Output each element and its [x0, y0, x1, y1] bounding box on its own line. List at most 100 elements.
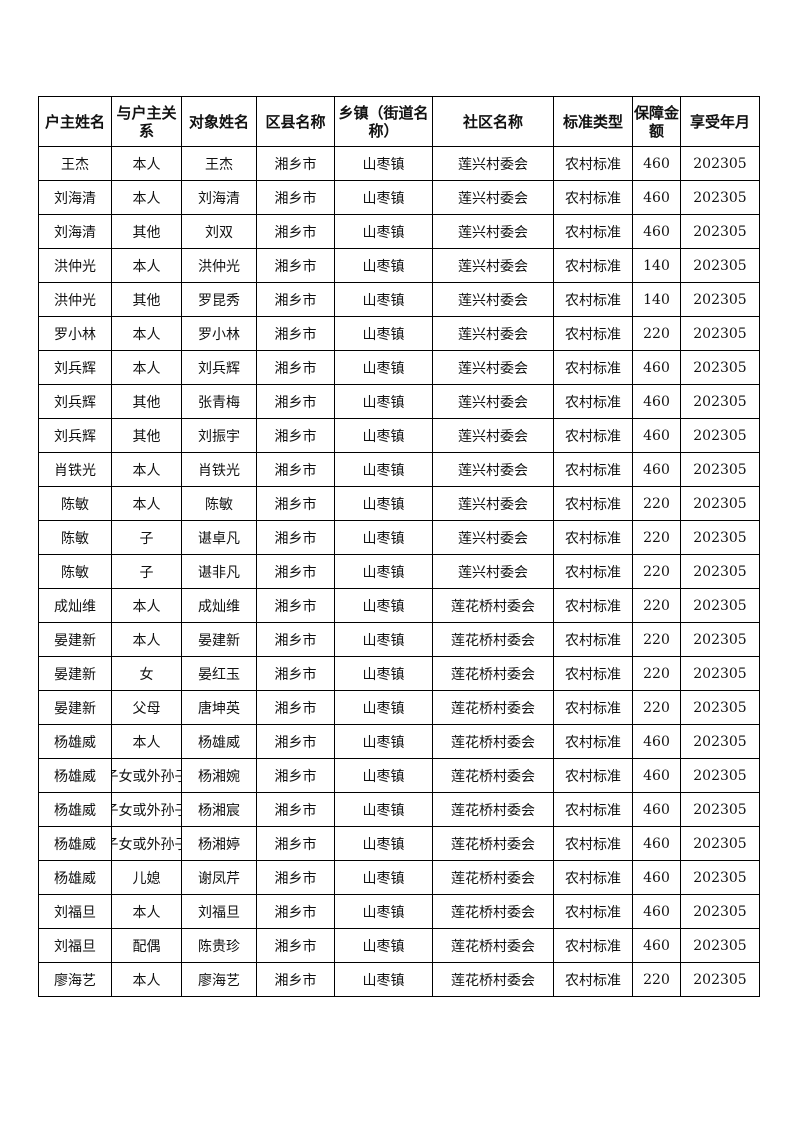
table-cell: 王杰 — [181, 146, 257, 181]
table-cell: 莲花桥村委会 — [432, 860, 554, 895]
table-row: 晏建新 本人 晏建新 湘乡市 山枣镇 莲花桥村委会 农村标准 220 202305 — [38, 622, 760, 657]
cell-text: 202305 — [693, 257, 747, 274]
cell-text: 廖海艺 — [198, 972, 240, 989]
table-cell: 山枣镇 — [334, 452, 433, 487]
cell-text: 农村标准 — [565, 598, 621, 615]
table-cell: 202305 — [680, 860, 760, 895]
table-cell: 其他 — [111, 418, 182, 453]
table-cell: 460 — [632, 384, 681, 419]
cell-text: 460 — [643, 869, 670, 886]
cell-text: 202305 — [693, 155, 747, 172]
table-cell: 莲花桥村委会 — [432, 690, 554, 725]
table-cell: 202305 — [680, 282, 760, 317]
table-cell: 莲花桥村委会 — [432, 928, 554, 963]
table-cell: 杨雄威 — [38, 758, 112, 793]
table-row: 成灿维 本人 成灿维 湘乡市 山枣镇 莲花桥村委会 农村标准 220 202305 — [38, 588, 760, 623]
table-cell: 湘乡市 — [256, 826, 335, 861]
table-cell: 460 — [632, 928, 681, 963]
cell-text: 莲花桥村委会 — [451, 598, 535, 615]
cell-text: 山枣镇 — [362, 734, 405, 751]
table-cell: 农村标准 — [553, 248, 633, 283]
table-cell: 孙子女或外孙子女 — [111, 758, 182, 793]
cell-text: 其他 — [132, 224, 161, 241]
table-cell: 刘兵辉 — [38, 418, 112, 453]
cell-text: 农村标准 — [565, 394, 621, 411]
cell-text: 成灿维 — [198, 598, 240, 615]
cell-text: 140 — [643, 257, 670, 274]
table-cell: 晏建新 — [38, 622, 112, 657]
table-cell: 湘乡市 — [256, 180, 335, 215]
cell-text: 莲花桥村委会 — [451, 734, 535, 751]
cell-text: 农村标准 — [565, 972, 621, 989]
cell-text: 202305 — [693, 393, 747, 410]
table-cell: 湘乡市 — [256, 520, 335, 555]
cell-text: 莲兴村委会 — [458, 530, 528, 547]
table-cell: 廖海艺 — [181, 962, 257, 997]
cell-text: 202305 — [693, 529, 747, 546]
table-cell: 刘福旦 — [38, 894, 112, 929]
table-cell: 202305 — [680, 554, 760, 589]
table-cell: 202305 — [680, 418, 760, 453]
table-cell: 山枣镇 — [334, 656, 433, 691]
table-cell: 张青梅 — [181, 384, 257, 419]
table-row: 肖铁光 本人 肖铁光 湘乡市 山枣镇 莲兴村委会 农村标准 460 202305 — [38, 452, 760, 487]
table-cell: 农村标准 — [553, 826, 633, 861]
cell-text: 农村标准 — [565, 224, 621, 241]
table-cell: 460 — [632, 792, 681, 827]
table-cell: 农村标准 — [553, 792, 633, 827]
table-cell: 杨雄威 — [38, 724, 112, 759]
cell-text: 陈敏 — [205, 496, 233, 513]
table-cell: 莲兴村委会 — [432, 384, 554, 419]
table-cell: 湘乡市 — [256, 588, 335, 623]
cell-text: 刘兵辉 — [54, 394, 96, 411]
table-cell: 廖海艺 — [38, 962, 112, 997]
table-cell: 罗昆秀 — [181, 282, 257, 317]
cell-text: 山枣镇 — [362, 836, 405, 853]
table-cell: 其他 — [111, 214, 182, 249]
cell-text: 220 — [643, 699, 670, 716]
cell-text: 湘乡市 — [274, 156, 317, 173]
table-cell: 湘乡市 — [256, 350, 335, 385]
column-header: 享受年月 — [680, 96, 760, 147]
cell-text: 孙子女或外孙子女 — [113, 802, 181, 819]
cell-text: 202305 — [693, 767, 747, 784]
cell-text: 220 — [643, 665, 670, 682]
cell-text: 202305 — [693, 359, 747, 376]
cell-text: 陈敏 — [61, 496, 89, 513]
cell-text: 刘海清 — [54, 224, 96, 241]
table-cell: 本人 — [111, 452, 182, 487]
table-cell: 子 — [111, 520, 182, 555]
cell-text: 202305 — [693, 325, 747, 342]
cell-text: 唐坤英 — [198, 700, 240, 717]
cell-text: 湘乡市 — [274, 666, 317, 683]
table-cell: 140 — [632, 248, 681, 283]
cell-text: 山枣镇 — [362, 190, 405, 207]
table-cell: 202305 — [680, 146, 760, 181]
cell-text: 莲兴村委会 — [458, 190, 528, 207]
cell-text: 220 — [643, 631, 670, 648]
cell-text: 晏红玉 — [198, 666, 240, 683]
table-cell: 刘海清 — [181, 180, 257, 215]
cell-text: 本人 — [132, 734, 161, 751]
cell-text: 莲兴村委会 — [458, 258, 528, 275]
cell-text: 湘乡市 — [274, 292, 317, 309]
table-cell: 农村标准 — [553, 316, 633, 351]
table-cell: 莲花桥村委会 — [432, 792, 554, 827]
table-cell: 202305 — [680, 792, 760, 827]
table-cell: 220 — [632, 554, 681, 589]
cell-text: 460 — [643, 393, 670, 410]
table-cell: 本人 — [111, 316, 182, 351]
table-cell: 山枣镇 — [334, 350, 433, 385]
table-cell: 农村标准 — [553, 962, 633, 997]
cell-text: 460 — [643, 835, 670, 852]
cell-text: 莲花桥村委会 — [451, 666, 535, 683]
cell-text: 莲兴村委会 — [458, 326, 528, 343]
table-row: 陈敏 本人 陈敏 湘乡市 山枣镇 莲兴村委会 农村标准 220 202305 — [38, 486, 760, 521]
table-row: 刘福旦 配偶 陈贵珍 湘乡市 山枣镇 莲花桥村委会 农村标准 460 202305 — [38, 928, 760, 963]
table-cell: 202305 — [680, 826, 760, 861]
table-cell: 莲花桥村委会 — [432, 588, 554, 623]
table-cell: 莲花桥村委会 — [432, 724, 554, 759]
table-cell: 山枣镇 — [334, 724, 433, 759]
cell-text: 莲兴村委会 — [458, 224, 528, 241]
cell-text: 202305 — [693, 937, 747, 954]
